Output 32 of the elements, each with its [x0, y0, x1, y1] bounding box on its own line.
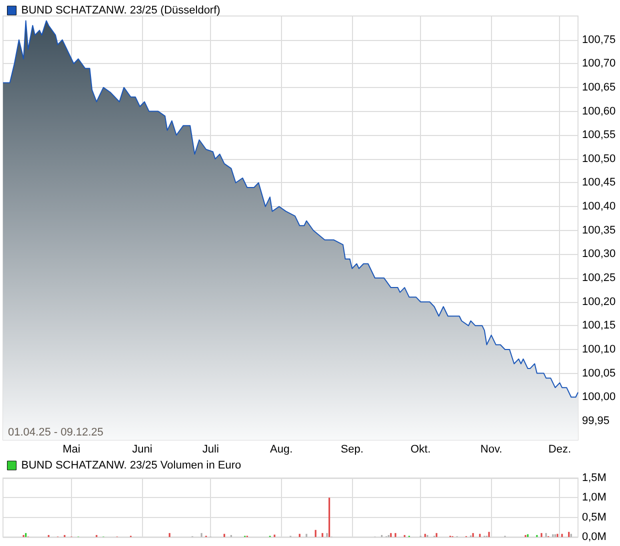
y-tick-label: 100,35	[582, 224, 616, 236]
y-tick-label: 1,0M	[582, 492, 606, 504]
x-tick-label: Nov.	[480, 444, 502, 456]
legend-label: BUND SCHATZANW. 23/25 (Düsseldorf)	[21, 4, 220, 16]
y-tick-label: 0,0M	[582, 531, 606, 543]
y-tick-label: 100,60	[582, 105, 616, 118]
y-tick-label: 0,5M	[582, 511, 606, 524]
y-tick-label: 100,55	[582, 129, 616, 142]
x-tick-label: Juni	[132, 444, 152, 456]
y-tick-label: 100,40	[582, 200, 616, 213]
x-tick-label: Mai	[62, 444, 80, 456]
y-tick-label: 100,30	[582, 248, 616, 260]
x-tick-label: Okt.	[410, 444, 431, 456]
y-tick-label: 1,5M	[582, 472, 606, 484]
y-tick-label: 100,10	[582, 343, 616, 356]
y-tick-label: 100,65	[582, 81, 616, 94]
y-tick-label: 100,05	[582, 367, 616, 380]
legend-label: BUND SCHATZANW. 23/25 Volumen in Euro	[21, 460, 242, 472]
x-tick-label: Dez.	[548, 444, 572, 456]
y-tick-label: 100,70	[582, 58, 616, 70]
annotation: 01.04.25 - 09.12.25	[8, 426, 104, 438]
y-tick-label: 100,20	[582, 296, 616, 308]
y-tick-label: 100,25	[582, 272, 616, 284]
y-tick-label: 100,15	[582, 320, 616, 332]
y-tick-label: 100,00	[582, 391, 616, 404]
y-tick-label: 100,75	[582, 34, 616, 46]
y-tick-label: 100,50	[582, 152, 616, 165]
x-tick-label: Juli	[202, 444, 219, 456]
y-tick-label: 100,45	[582, 176, 616, 189]
x-tick-label: Aug.	[270, 444, 293, 456]
x-tick-label: Sep.	[340, 444, 364, 456]
y-tick-label: 99,95	[582, 414, 610, 427]
